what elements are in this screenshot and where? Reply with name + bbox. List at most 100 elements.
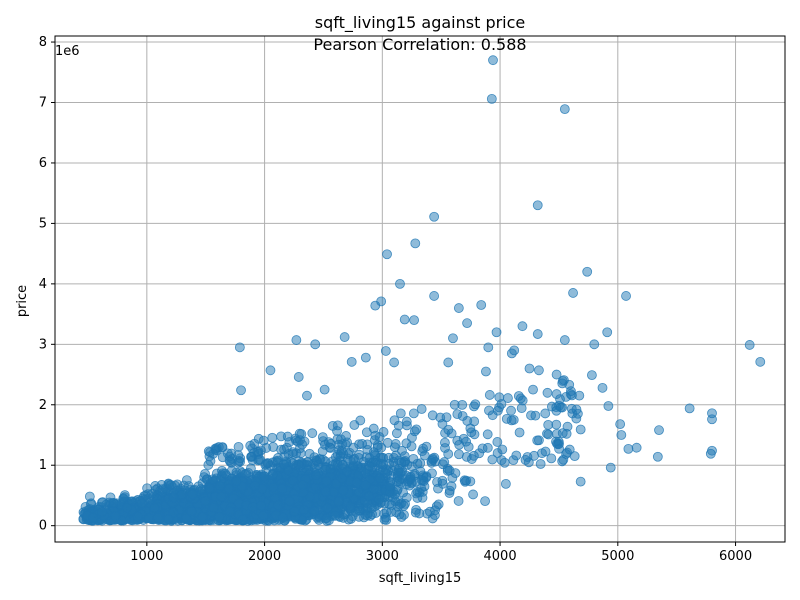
scatter-point: [508, 414, 519, 425]
scatter-point: [289, 506, 300, 517]
scatter-point: [488, 55, 498, 66]
scatter-point: [272, 500, 283, 511]
scatter-point: [615, 419, 626, 430]
scatter-point: [395, 408, 406, 419]
scatter-point: [338, 512, 349, 523]
scatter-point: [430, 510, 440, 520]
scatter-point: [352, 477, 362, 488]
scatter-point: [374, 432, 385, 442]
scatter-point: [575, 424, 586, 435]
scatter-point: [256, 500, 267, 511]
scatter-point: [97, 507, 107, 517]
scatter-point: [543, 429, 554, 440]
scatter-point: [443, 424, 454, 435]
scatter-point: [311, 470, 321, 481]
scatter-point: [328, 487, 339, 498]
scatter-point: [122, 502, 132, 513]
scatter-point: [440, 437, 450, 448]
scatter-point: [395, 278, 405, 289]
scatter-point: [410, 238, 421, 249]
scatter-point: [546, 453, 557, 464]
scatter-point: [357, 438, 368, 449]
scatter-point: [561, 449, 571, 459]
scatter-point: [293, 372, 304, 382]
scatter-point: [200, 496, 211, 506]
scatter-point: [532, 200, 543, 211]
scatter-point: [406, 441, 417, 452]
scatter-point: [457, 399, 468, 410]
scatter-point: [237, 468, 247, 478]
scatter-point: [557, 428, 568, 439]
chart-title-line2: Pearson Correlation: 0.588: [313, 35, 526, 54]
y-axis-label: price: [15, 285, 30, 317]
scatter-point: [412, 487, 423, 497]
y-tick-label: 1: [39, 458, 47, 473]
scatter-point: [249, 480, 260, 491]
scatter-point: [744, 340, 755, 350]
scatter-point: [487, 454, 498, 465]
scatter-point: [380, 346, 391, 356]
scatter-point: [416, 404, 427, 414]
scatter-point: [277, 483, 287, 494]
scatter-point: [433, 483, 443, 494]
scatter-point: [296, 429, 307, 439]
scatter-point: [559, 335, 570, 345]
scatter-point: [341, 431, 351, 441]
x-tick-label: 3000: [366, 549, 399, 564]
x-tick-label: 5000: [601, 549, 634, 564]
scatter-point: [524, 363, 535, 374]
scatter-point: [468, 489, 478, 500]
scatter-point: [364, 453, 375, 464]
scatter-point: [561, 392, 571, 402]
y-tick-label: 8: [39, 35, 47, 50]
scatter-point: [254, 454, 264, 465]
scatter-point: [220, 468, 230, 479]
scatter-point: [407, 432, 417, 443]
scatter-point: [393, 501, 403, 512]
scatter-point: [684, 403, 695, 414]
scatter-point: [321, 476, 332, 486]
scatter-point: [268, 482, 279, 493]
scatter-point: [568, 288, 578, 298]
x-tick-label: 2000: [248, 549, 281, 564]
scatter-point: [345, 501, 356, 511]
scatter-point: [390, 439, 401, 449]
chart-title-line1: sqft_living15 against price: [315, 13, 526, 33]
scatter-point: [623, 444, 634, 454]
scatter-point: [168, 507, 179, 518]
scatter-point: [491, 327, 502, 338]
scatter-point: [237, 514, 248, 525]
scatter-point: [143, 513, 154, 523]
scatter-point: [543, 419, 554, 430]
scatter-point: [204, 483, 215, 494]
scatter-point: [372, 440, 383, 450]
scatter-point: [522, 452, 533, 462]
scatter-point: [338, 448, 349, 459]
scatter-point: [551, 419, 562, 430]
scatter-point: [360, 479, 371, 490]
scatter-point: [621, 291, 631, 301]
scatter-point: [168, 492, 179, 503]
scatter-point: [370, 300, 381, 311]
scatter-point: [448, 333, 458, 344]
scatter-point: [376, 458, 386, 469]
scatter-point: [224, 483, 234, 494]
scatter-point: [97, 497, 108, 508]
grid-layer: [55, 36, 785, 542]
scatter-point: [705, 448, 716, 459]
y-tick-label: 6: [39, 156, 47, 171]
scatter-point: [574, 390, 585, 401]
scatter-point: [302, 390, 312, 401]
scatter-point: [149, 503, 160, 513]
scatter-point: [208, 448, 219, 459]
scatter-point: [506, 348, 517, 359]
scatter-point: [461, 436, 472, 447]
scatter-point: [284, 496, 295, 507]
scatter-point: [540, 408, 551, 419]
scatter-point: [511, 450, 522, 461]
scatter-point: [368, 484, 379, 495]
scatter-point: [364, 491, 374, 502]
y-tick-label: 5: [39, 216, 47, 231]
scatter-point: [236, 385, 246, 396]
scatter-point: [265, 365, 276, 376]
